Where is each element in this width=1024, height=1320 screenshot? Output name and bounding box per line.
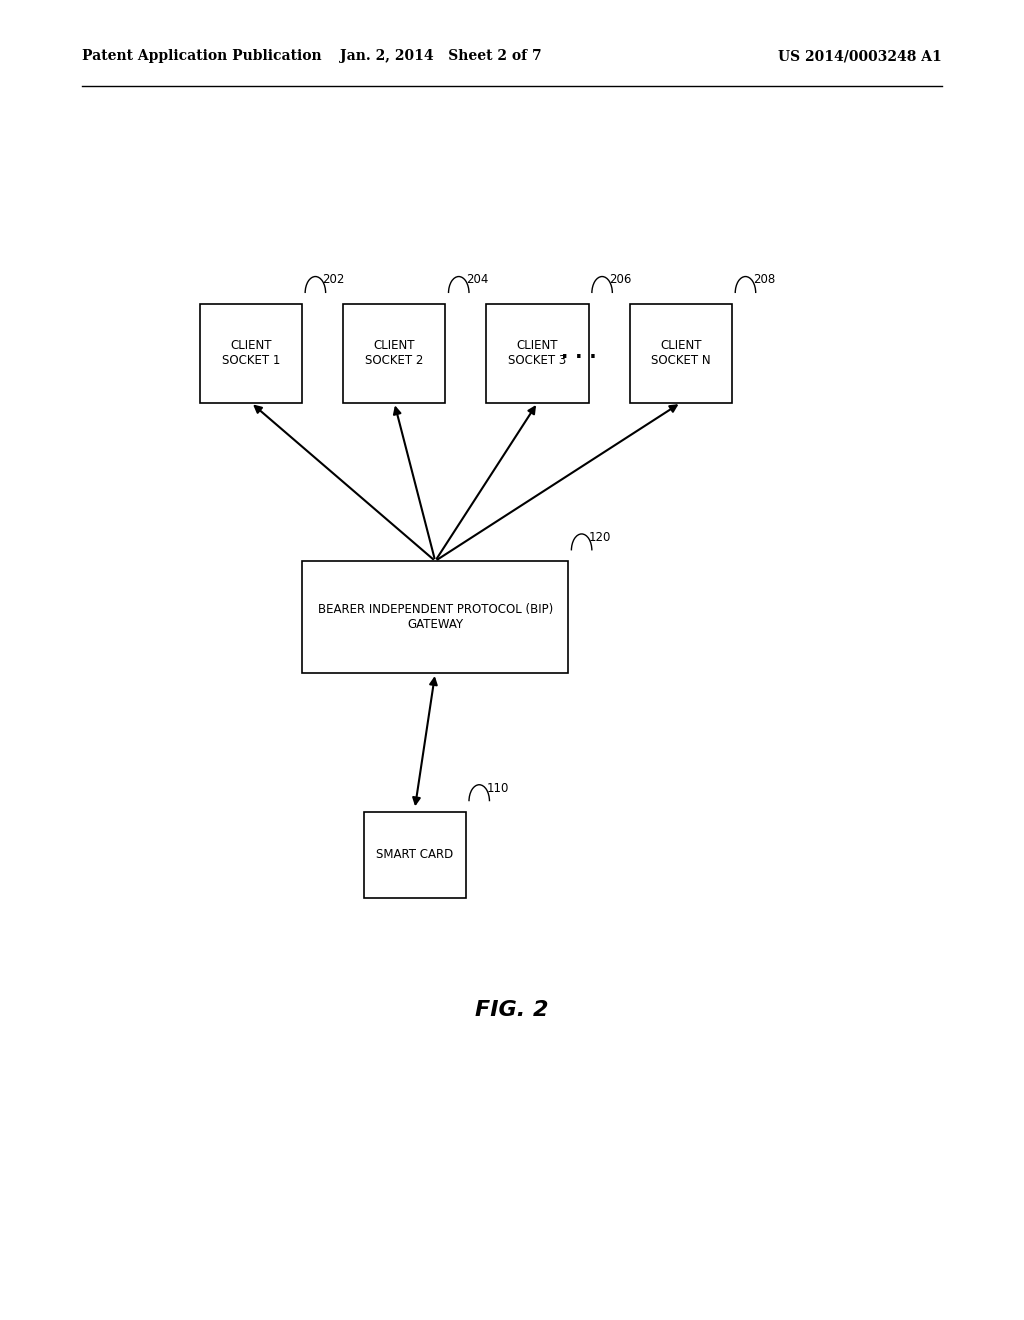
- FancyBboxPatch shape: [200, 304, 302, 403]
- FancyBboxPatch shape: [630, 304, 732, 403]
- Text: CLIENT
SOCKET N: CLIENT SOCKET N: [651, 339, 711, 367]
- Text: 208: 208: [753, 273, 775, 286]
- FancyBboxPatch shape: [302, 561, 568, 673]
- Text: 110: 110: [486, 781, 509, 795]
- Text: Patent Application Publication: Patent Application Publication: [82, 49, 322, 63]
- Text: SMART CARD: SMART CARD: [376, 849, 454, 861]
- Text: BEARER INDEPENDENT PROTOCOL (BIP)
GATEWAY: BEARER INDEPENDENT PROTOCOL (BIP) GATEWA…: [317, 603, 553, 631]
- Text: CLIENT
SOCKET 1: CLIENT SOCKET 1: [221, 339, 281, 367]
- Text: . . .: . . .: [561, 343, 596, 362]
- FancyBboxPatch shape: [343, 304, 445, 403]
- Text: 204: 204: [466, 273, 488, 286]
- Text: US 2014/0003248 A1: US 2014/0003248 A1: [778, 49, 942, 63]
- Text: CLIENT
SOCKET 3: CLIENT SOCKET 3: [509, 339, 566, 367]
- Text: 202: 202: [323, 273, 345, 286]
- FancyBboxPatch shape: [364, 812, 466, 898]
- Text: FIG. 2: FIG. 2: [475, 999, 549, 1020]
- Text: CLIENT
SOCKET 2: CLIENT SOCKET 2: [365, 339, 424, 367]
- Text: 206: 206: [609, 273, 632, 286]
- Text: 120: 120: [589, 531, 611, 544]
- Text: Jan. 2, 2014   Sheet 2 of 7: Jan. 2, 2014 Sheet 2 of 7: [340, 49, 541, 63]
- FancyBboxPatch shape: [486, 304, 589, 403]
